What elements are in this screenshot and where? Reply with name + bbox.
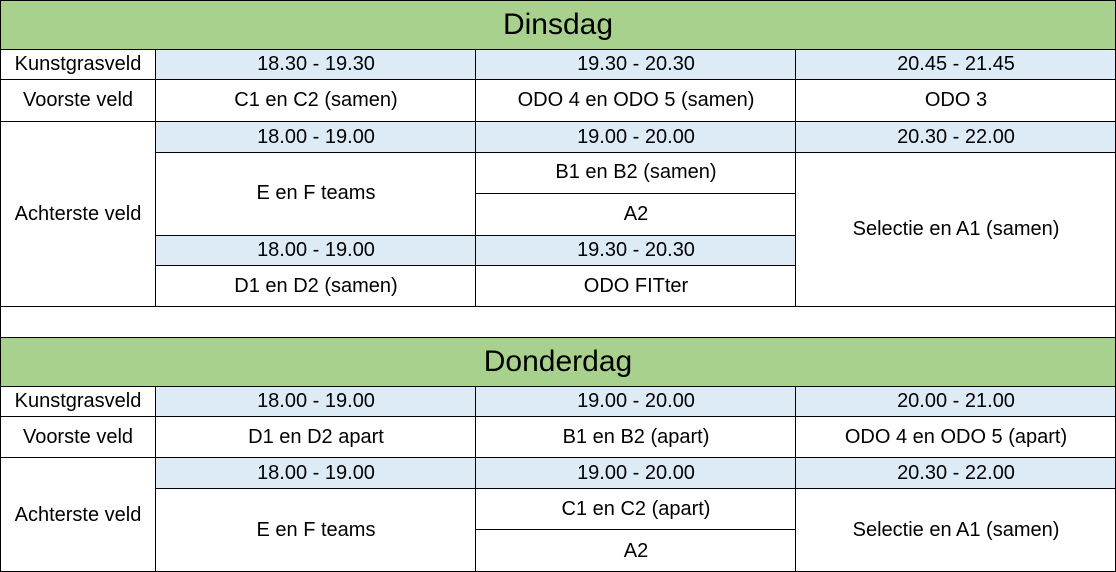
grid-line — [476, 529, 796, 530]
donderdag-a2: A2 — [476, 530, 796, 572]
grid-line — [0, 49, 1116, 50]
dinsdag-kunstgras-time-1: 18.30 - 19.30 — [156, 49, 476, 79]
grid-line — [0, 337, 1116, 338]
grid-line — [0, 386, 1116, 387]
donderdag-kunstgras-label: Kunstgrasveld — [0, 386, 156, 416]
dinsdag-ef-teams: E en F teams — [156, 152, 476, 235]
dinsdag-a2: A2 — [476, 193, 796, 235]
donderdag-kunstgras-time-2: 19.00 - 20.00 — [476, 386, 796, 416]
dinsdag-voorste-group-1: C1 en C2 (samen) — [156, 79, 476, 122]
grid-line — [475, 386, 476, 572]
dinsdag-odo-fitter: ODO FITter — [476, 265, 796, 307]
spacer-row — [0, 307, 1116, 338]
grid-line — [476, 193, 796, 194]
grid-line — [0, 306, 1116, 307]
grid-line — [795, 386, 796, 572]
dinsdag-achterste-time-3: 20.30 - 22.00 — [796, 122, 1116, 152]
donderdag-ef-teams: E en F teams — [156, 488, 476, 572]
donderdag-voorste-group-3: ODO 4 en ODO 5 (apart) — [796, 416, 1116, 458]
donderdag-achterste-time-1: 18.00 - 19.00 — [156, 458, 476, 488]
dinsdag-achterste-label: Achterste veld — [0, 122, 156, 307]
dinsdag-kunstgras-label: Kunstgrasveld — [0, 49, 156, 79]
donderdag-voorste-label: Voorste veld — [0, 416, 156, 458]
dinsdag-voorste-group-2: ODO 4 en ODO 5 (samen) — [476, 79, 796, 122]
donderdag-achterste-time-3: 20.30 - 22.00 — [796, 458, 1116, 488]
donderdag-achterste-time-2: 19.00 - 20.00 — [476, 458, 796, 488]
dinsdag-selectie: Selectie en A1 (samen) — [796, 152, 1116, 307]
donderdag-voorste-group-1: D1 en D2 apart — [156, 416, 476, 458]
grid-line — [0, 416, 1116, 417]
donderdag-voorste-group-2: B1 en B2 (apart) — [476, 416, 796, 458]
grid-line — [795, 49, 796, 307]
dinsdag-achterste-time-4: 18.00 - 19.00 — [156, 235, 476, 265]
grid-line — [156, 265, 796, 266]
dinsdag-kunstgras-time-3: 20.45 - 21.45 — [796, 49, 1116, 79]
dinsdag-achterste-time-1: 18.00 - 19.00 — [156, 122, 476, 152]
dinsdag-d1d2: D1 en D2 (samen) — [156, 265, 476, 307]
grid-line — [0, 0, 1, 572]
grid-line — [156, 488, 1116, 489]
dinsdag-title: Dinsdag — [0, 0, 1116, 49]
grid-line — [156, 152, 1116, 153]
dinsdag-achterste-time-5: 19.30 - 20.30 — [476, 235, 796, 265]
donderdag-selectie: Selectie en A1 (samen) — [796, 488, 1116, 572]
dinsdag-b1b2: B1 en B2 (samen) — [476, 152, 796, 193]
grid-line — [155, 386, 156, 572]
grid-line — [155, 49, 156, 307]
donderdag-c1c2: C1 en C2 (apart) — [476, 488, 796, 530]
grid-line — [0, 457, 1116, 458]
dinsdag-kunstgras-time-2: 19.30 - 20.30 — [476, 49, 796, 79]
donderdag-kunstgras-time-1: 18.00 - 19.00 — [156, 386, 476, 416]
donderdag-achterste-label: Achterste veld — [0, 458, 156, 572]
grid-line — [0, 121, 1116, 122]
grid-line — [475, 49, 476, 307]
grid-line — [0, 79, 1116, 80]
dinsdag-achterste-time-2: 19.00 - 20.00 — [476, 122, 796, 152]
donderdag-kunstgras-time-3: 20.00 - 21.00 — [796, 386, 1116, 416]
dinsdag-voorste-label: Voorste veld — [0, 79, 156, 122]
donderdag-title: Donderdag — [0, 338, 1116, 386]
grid-line — [0, 0, 1116, 1]
dinsdag-voorste-group-3: ODO 3 — [796, 79, 1116, 122]
grid-line — [156, 235, 796, 236]
